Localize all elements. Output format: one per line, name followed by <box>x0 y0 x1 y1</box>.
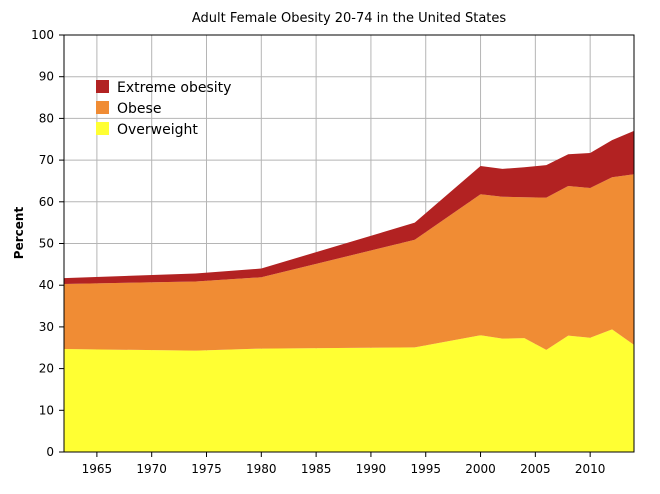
x-tick-label: 1995 <box>410 462 441 476</box>
legend-label-overweight: Overweight <box>117 122 198 138</box>
y-tick-label: 80 <box>39 111 54 125</box>
x-axis: 1965 1970 1975 1980 1985 1990 1995 2000 2005 2010 <box>82 452 606 476</box>
y-tick-label: 20 <box>39 362 54 376</box>
area-series <box>64 130 634 452</box>
legend-swatch-overweight <box>96 122 109 135</box>
x-tick-label: 1970 <box>136 462 167 476</box>
area-extreme-obesity <box>64 130 634 284</box>
legend-swatch-extreme-obesity <box>96 80 109 93</box>
x-tick-label: 1990 <box>356 462 387 476</box>
area-obese <box>64 174 634 351</box>
y-tick-label: 30 <box>39 320 54 334</box>
y-tick-label: 70 <box>39 153 54 167</box>
y-tick-label: 100 <box>31 28 54 42</box>
legend-label-obese: Obese <box>117 101 161 117</box>
x-tick-label: 2005 <box>520 462 551 476</box>
x-tick-label: 1975 <box>191 462 222 476</box>
y-tick-label: 50 <box>39 237 54 251</box>
x-tick-label: 1985 <box>301 462 332 476</box>
x-tick-label: 1965 <box>82 462 113 476</box>
area-overweight <box>64 329 634 452</box>
x-tick-label: 2000 <box>465 462 496 476</box>
legend-swatch-obese <box>96 101 109 114</box>
legend: Extreme obesity Obese Overweight <box>96 80 231 138</box>
y-tick-label: 90 <box>39 70 54 84</box>
y-axis: 0 10 20 30 40 50 60 70 80 90 100 <box>31 28 64 459</box>
y-tick-label: 60 <box>39 195 54 209</box>
y-axis-title: Percent <box>12 207 26 260</box>
y-tick-label: 10 <box>39 403 54 417</box>
x-tick-label: 1980 <box>246 462 277 476</box>
chart-title: Adult Female Obesity 20-74 in the United… <box>192 11 507 26</box>
y-tick-label: 40 <box>39 278 54 292</box>
x-tick-label: 2010 <box>575 462 606 476</box>
legend-label-extreme-obesity: Extreme obesity <box>117 80 231 96</box>
y-tick-label: 0 <box>46 445 54 459</box>
